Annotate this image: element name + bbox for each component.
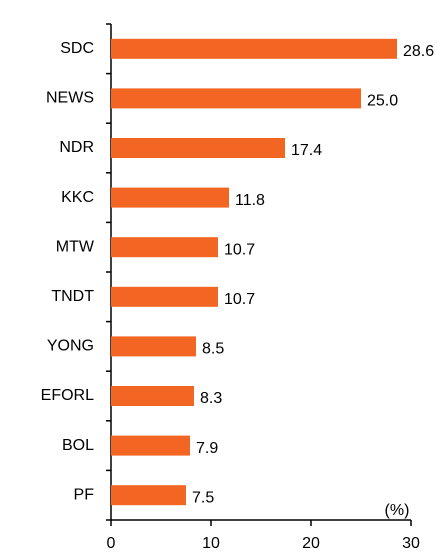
bar [111, 336, 196, 357]
y-tick-label: NEWS [46, 90, 94, 107]
bar [111, 88, 361, 109]
bar [111, 237, 218, 258]
data-label: 17.4 [291, 142, 322, 159]
data-label: 11.8 [235, 192, 265, 209]
data-label: 10.7 [224, 291, 255, 308]
bar [111, 138, 285, 158]
y-tick-label: EFORL [41, 387, 94, 404]
bar [111, 187, 229, 208]
y-tick-label: BOL [62, 437, 94, 454]
data-label: 7.5 [192, 489, 214, 506]
y-tick-label: YONG [47, 338, 94, 355]
data-label: 8.3 [200, 390, 222, 407]
y-tick-label: TNDT [51, 288, 94, 305]
x-tick-label: 10 [202, 535, 220, 552]
bar [111, 386, 194, 406]
x-tick-label: 30 [402, 535, 420, 552]
bar [111, 286, 218, 307]
unit-annotation: (%) [385, 502, 410, 519]
data-label: 7.9 [196, 440, 218, 457]
data-label: 10.7 [224, 241, 255, 258]
x-tick-label: 20 [302, 535, 320, 552]
bar [111, 435, 190, 456]
y-tick-label: SDC [60, 40, 94, 57]
bar [111, 485, 186, 506]
y-tick-label: MTW [56, 238, 95, 255]
bar [111, 38, 397, 59]
y-tick-label: KKC [61, 189, 94, 206]
y-tick-label: NDR [59, 139, 94, 156]
x-tick-label: 0 [107, 535, 116, 552]
data-label: 25.0 [367, 93, 398, 110]
data-label: 8.5 [202, 341, 224, 358]
y-tick-label: PF [74, 486, 95, 503]
data-label: 28.6 [403, 43, 434, 60]
